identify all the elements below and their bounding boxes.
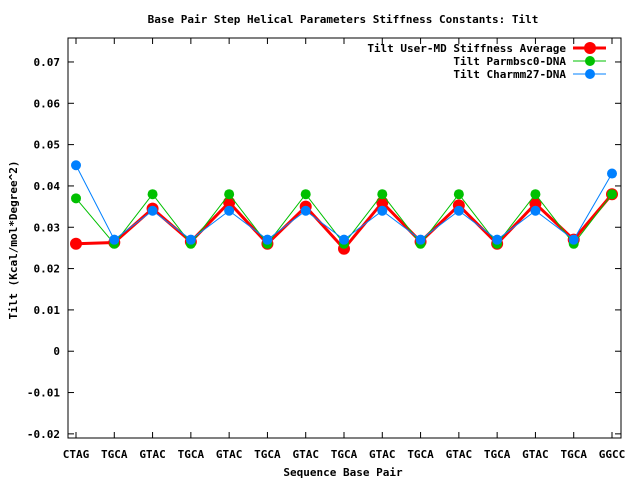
data-point	[300, 205, 311, 216]
data-point	[376, 196, 389, 209]
data-point	[300, 189, 311, 200]
x-tick-label: TGCA	[101, 448, 128, 461]
data-point	[492, 234, 503, 245]
x-tick-label: GTAC	[369, 448, 396, 461]
y-axis-label: Tilt (Kcal/mol*Degree^2)	[7, 161, 20, 320]
legend-label: Tilt Parmbsc0-DNA	[453, 55, 566, 68]
x-tick-label: TGCA	[560, 448, 587, 461]
data-point	[453, 189, 464, 200]
y-tick-label: 0	[53, 345, 60, 358]
data-point	[377, 205, 388, 216]
data-point	[377, 189, 388, 200]
data-point	[530, 205, 541, 216]
data-point	[607, 189, 617, 200]
x-tick-label: TGCA	[178, 448, 205, 461]
data-point	[224, 189, 235, 200]
data-point	[223, 196, 236, 209]
x-tick-label: CTAG	[63, 448, 90, 461]
legend-label: Tilt Charmm27-DNA	[453, 68, 566, 81]
data-point	[453, 205, 464, 216]
x-tick-label: TGCA	[331, 448, 358, 461]
data-point	[339, 234, 349, 245]
legend-marker	[585, 69, 595, 79]
y-tick-label: 0.05	[34, 139, 61, 152]
y-tick-label: 0.03	[34, 221, 61, 234]
legend-label: Tilt User-MD Stiffness Average	[367, 42, 566, 55]
legend-marker	[584, 42, 596, 54]
data-point	[70, 237, 82, 250]
data-point	[224, 205, 235, 216]
data-point	[568, 234, 579, 245]
x-tick-label: GTAC	[139, 448, 166, 461]
x-tick-label: TGCA	[254, 448, 281, 461]
x-tick-label: GTAC	[292, 448, 319, 461]
y-tick-label: 0.07	[34, 56, 61, 69]
data-point	[71, 160, 81, 171]
data-point	[185, 234, 196, 245]
legend-marker	[585, 56, 595, 66]
chart-title: Base Pair Step Helical Parameters Stiffn…	[148, 13, 539, 26]
x-axis-label: Sequence Base Pair	[283, 466, 403, 479]
data-point	[71, 193, 81, 204]
data-point	[262, 234, 273, 245]
x-tick-label: GTAC	[446, 448, 473, 461]
y-tick-label: -0.01	[27, 387, 60, 400]
data-point	[109, 234, 120, 245]
x-tick-label: TGCA	[484, 448, 511, 461]
x-tick-label: GGCC	[599, 448, 626, 461]
y-tick-label: 0.01	[34, 304, 61, 317]
y-tick-label: -0.02	[27, 428, 60, 441]
y-tick-label: 0.04	[34, 180, 61, 193]
data-point	[147, 205, 158, 216]
data-point	[415, 234, 426, 245]
y-tick-label: 0.06	[34, 97, 61, 110]
x-tick-label: GTAC	[522, 448, 549, 461]
data-point	[147, 189, 158, 200]
data-point	[607, 168, 617, 179]
data-point	[530, 189, 541, 200]
series-2	[71, 160, 617, 245]
data-point	[529, 197, 542, 210]
y-tick-label: 0.02	[34, 263, 61, 276]
x-tick-label: GTAC	[216, 448, 243, 461]
x-tick-label: TGCA	[407, 448, 434, 461]
